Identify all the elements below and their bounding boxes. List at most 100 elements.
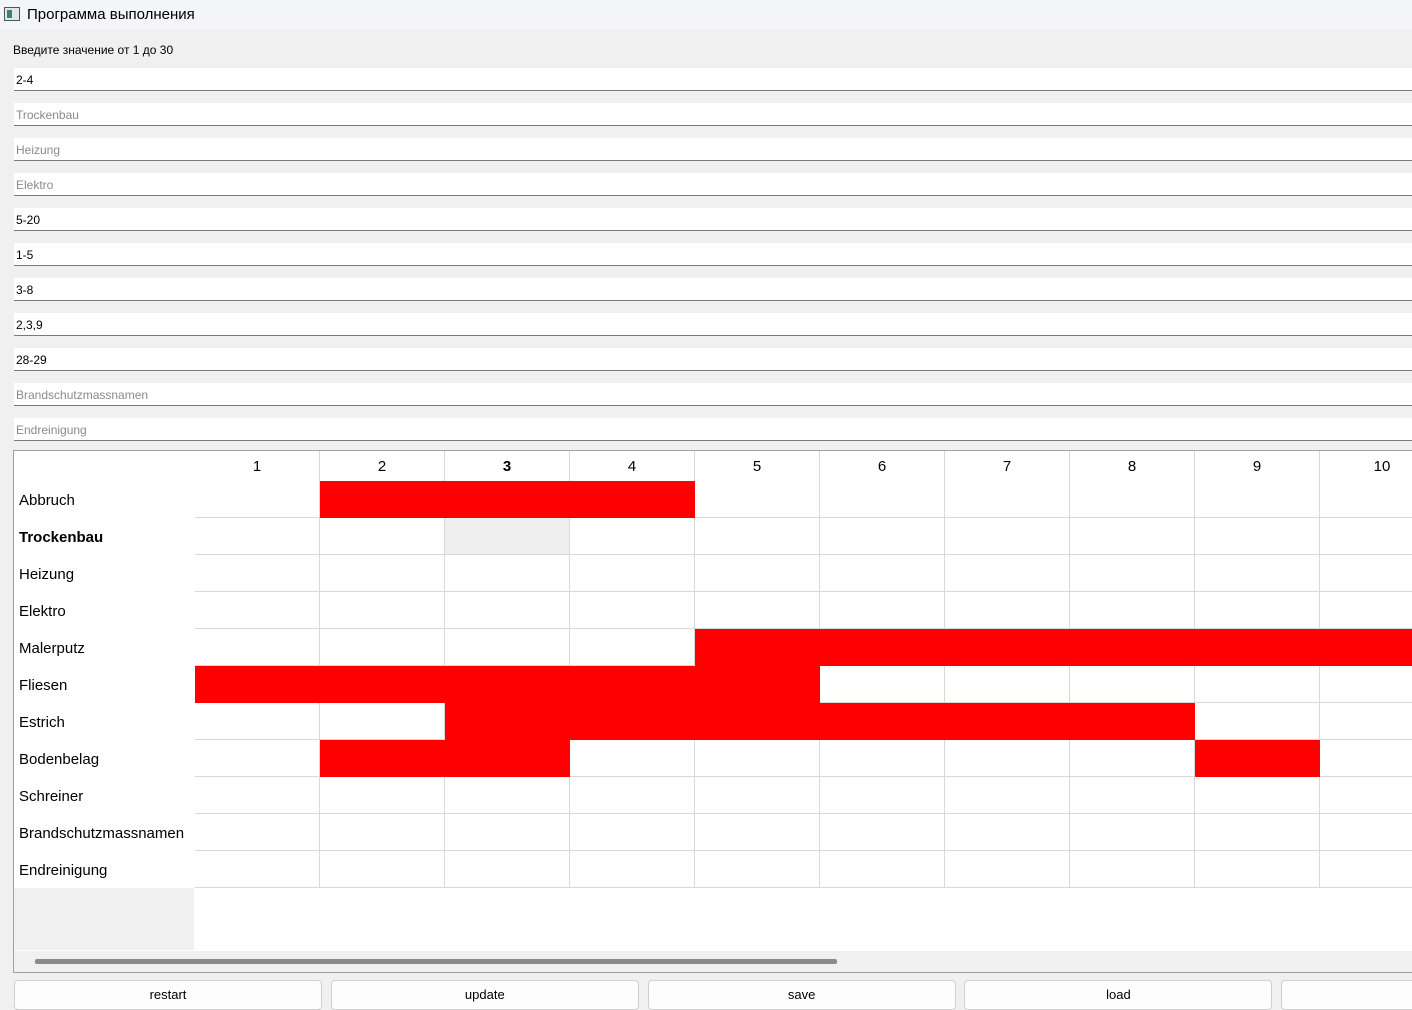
empty-cell[interactable] [445, 851, 570, 888]
text-input[interactable]: 3-8 [14, 278, 1412, 301]
button[interactable]: restart [14, 980, 322, 1010]
empty-cell[interactable] [820, 814, 945, 851]
empty-cell[interactable] [695, 481, 820, 518]
text-input[interactable]: Brandschutzmassnamen [14, 383, 1412, 406]
filled-cell[interactable] [1195, 740, 1320, 777]
empty-cell[interactable] [570, 851, 695, 888]
empty-cell[interactable] [195, 481, 320, 518]
text-input[interactable]: 1-5 [14, 243, 1412, 266]
empty-cell[interactable] [1320, 851, 1412, 888]
empty-cell[interactable] [695, 777, 820, 814]
row-header[interactable]: Fliesen [14, 666, 194, 703]
empty-cell[interactable] [1320, 555, 1412, 592]
empty-cell[interactable] [820, 481, 945, 518]
column-header[interactable]: 9 [1195, 451, 1320, 481]
filled-cell[interactable] [1070, 629, 1195, 666]
empty-cell[interactable] [1070, 592, 1195, 629]
empty-cell[interactable] [320, 629, 445, 666]
empty-cell[interactable] [570, 740, 695, 777]
row-header[interactable]: Bodenbelag [14, 740, 194, 777]
filled-cell[interactable] [820, 703, 945, 740]
row-header[interactable]: Estrich [14, 703, 194, 740]
empty-cell[interactable] [195, 740, 320, 777]
empty-cell[interactable] [820, 851, 945, 888]
empty-cell[interactable] [1195, 481, 1320, 518]
empty-cell[interactable] [1195, 851, 1320, 888]
empty-cell[interactable] [445, 814, 570, 851]
empty-cell[interactable] [695, 518, 820, 555]
empty-cell[interactable] [945, 851, 1070, 888]
empty-cell[interactable] [1070, 666, 1195, 703]
empty-cell[interactable] [195, 629, 320, 666]
text-input[interactable]: 28-29 [14, 348, 1412, 371]
filled-cell[interactable] [570, 666, 695, 703]
empty-cell[interactable] [320, 555, 445, 592]
empty-cell[interactable] [820, 740, 945, 777]
empty-cell[interactable] [695, 851, 820, 888]
column-header[interactable]: 6 [820, 451, 945, 481]
empty-cell[interactable] [1070, 481, 1195, 518]
text-input[interactable]: Elektro [14, 173, 1412, 196]
text-input[interactable]: Heizung [14, 138, 1412, 161]
empty-cell[interactable] [1320, 703, 1412, 740]
empty-cell[interactable] [445, 592, 570, 629]
filled-cell[interactable] [320, 666, 445, 703]
button[interactable]: update [330, 980, 639, 1010]
empty-cell[interactable] [1070, 518, 1195, 555]
filled-cell[interactable] [445, 481, 570, 518]
column-header[interactable]: 4 [570, 451, 695, 481]
empty-cell[interactable] [195, 518, 320, 555]
empty-cell[interactable] [945, 592, 1070, 629]
empty-cell[interactable] [695, 814, 820, 851]
empty-cell[interactable] [570, 777, 695, 814]
empty-cell[interactable] [945, 740, 1070, 777]
empty-cell[interactable] [1320, 481, 1412, 518]
empty-cell[interactable] [1070, 740, 1195, 777]
empty-cell[interactable] [195, 592, 320, 629]
text-input[interactable]: 5-20 [14, 208, 1412, 231]
empty-cell[interactable] [570, 592, 695, 629]
empty-cell[interactable] [1320, 777, 1412, 814]
column-header[interactable]: 5 [695, 451, 820, 481]
empty-cell[interactable] [820, 592, 945, 629]
empty-cell[interactable] [445, 518, 570, 555]
filled-cell[interactable] [570, 703, 695, 740]
text-input[interactable]: 2,3,9 [14, 313, 1412, 336]
empty-cell[interactable] [820, 777, 945, 814]
scroll-thumb[interactable] [35, 959, 837, 964]
empty-cell[interactable] [195, 703, 320, 740]
empty-cell[interactable] [945, 481, 1070, 518]
empty-cell[interactable] [320, 814, 445, 851]
row-header[interactable]: Malerputz [14, 629, 194, 666]
empty-cell[interactable] [320, 703, 445, 740]
empty-cell[interactable] [1320, 814, 1412, 851]
empty-cell[interactable] [1320, 518, 1412, 555]
filled-cell[interactable] [1195, 629, 1320, 666]
empty-cell[interactable] [1320, 666, 1412, 703]
empty-cell[interactable] [695, 555, 820, 592]
filled-cell[interactable] [445, 703, 570, 740]
empty-cell[interactable] [570, 518, 695, 555]
empty-cell[interactable] [445, 777, 570, 814]
filled-cell[interactable] [195, 666, 320, 703]
empty-cell[interactable] [1195, 703, 1320, 740]
column-header[interactable]: 1 [195, 451, 320, 481]
empty-cell[interactable] [570, 555, 695, 592]
filled-cell[interactable] [320, 481, 445, 518]
row-header[interactable]: Brandschutzmassnamen [14, 814, 194, 851]
empty-cell[interactable] [1070, 851, 1195, 888]
empty-cell[interactable] [570, 814, 695, 851]
empty-cell[interactable] [445, 629, 570, 666]
empty-cell[interactable] [570, 629, 695, 666]
filled-cell[interactable] [945, 629, 1070, 666]
filled-cell[interactable] [1070, 703, 1195, 740]
empty-cell[interactable] [945, 666, 1070, 703]
filled-cell[interactable] [570, 481, 695, 518]
filled-cell[interactable] [320, 740, 445, 777]
row-header[interactable]: Abbruch [14, 481, 194, 518]
filled-cell[interactable] [1320, 629, 1412, 666]
column-header[interactable]: 7 [945, 451, 1070, 481]
row-header[interactable]: Elektro [14, 592, 194, 629]
empty-cell[interactable] [945, 555, 1070, 592]
button[interactable]: exp [1281, 980, 1412, 1010]
